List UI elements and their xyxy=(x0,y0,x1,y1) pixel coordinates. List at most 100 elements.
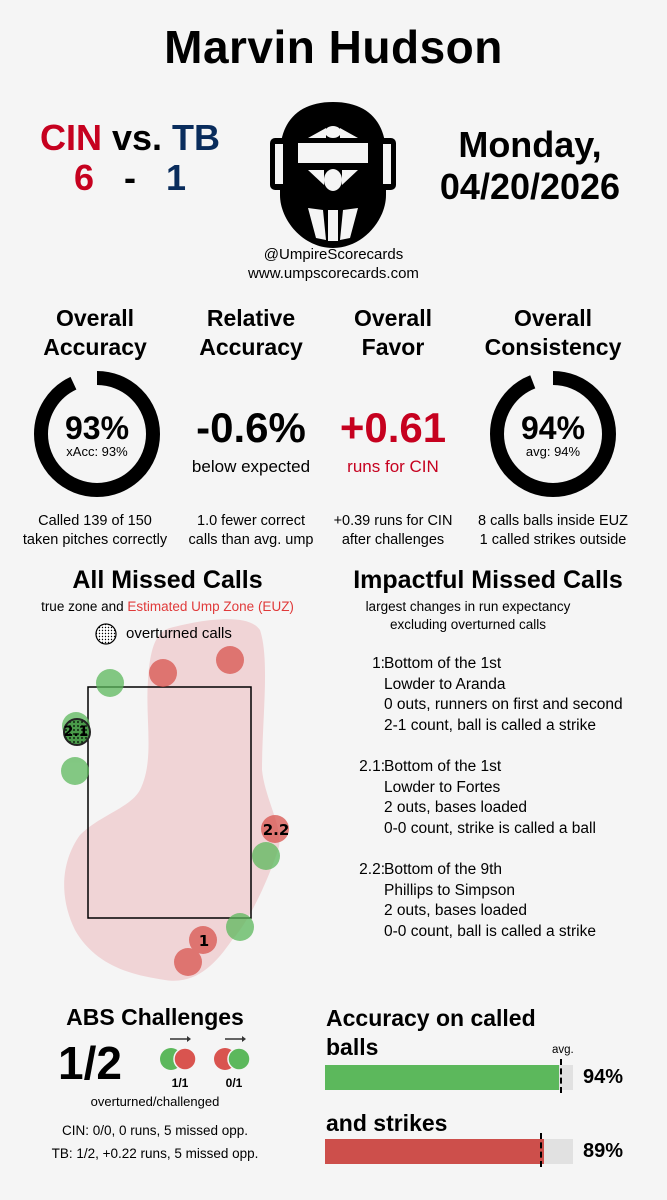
missed-strike-point xyxy=(226,913,254,941)
missed-calls-title: All Missed Calls xyxy=(72,566,263,594)
strikes-accuracy-fill xyxy=(325,1139,544,1164)
overall-accuracy-title-1: Overall xyxy=(56,305,134,331)
socials: @UmpireScorecards www.umpscorecards.com xyxy=(0,245,667,283)
overall-consistency-foot-1: 8 calls balls inside EUZ xyxy=(478,513,628,529)
impactful-subtitle: largest changes in run expectancy exclud… xyxy=(318,598,618,634)
overall-consistency-heading: Overall Consistency xyxy=(473,304,633,362)
overall-accuracy-footnote: Called 139 of 150 taken pitches correctl… xyxy=(5,512,185,550)
impactful-situation: 2 outs, bases loaded xyxy=(384,799,528,816)
abs-overturned-ratio: 1/2 xyxy=(58,1037,122,1089)
svg-text:2.2: 2.2 xyxy=(263,821,290,839)
overall-consistency-title-1: Overall xyxy=(514,305,592,331)
home-team: TB xyxy=(172,117,221,158)
challenge-icon-2-label: 0/1 xyxy=(225,1076,243,1090)
matchup: CIN vs. TB 6 - 1 xyxy=(20,118,240,198)
umpire-mask-icon xyxy=(270,102,396,248)
overall-accuracy-foot-1: Called 139 of 150 xyxy=(38,513,152,529)
strikes-title: and strikes xyxy=(326,1110,448,1136)
missed-ball-point xyxy=(189,926,217,954)
impactful-inning: Bottom of the 1st xyxy=(384,758,502,775)
challenge-outcome-icons xyxy=(160,1036,251,1071)
overall-accuracy-foot-2: taken pitches correctly xyxy=(22,532,168,548)
home-score: 1 xyxy=(166,157,187,198)
missed-calls-subtitle: true zone and Estimated Ump Zone (EUZ) xyxy=(0,598,335,616)
relative-accuracy-title-2: Accuracy xyxy=(199,334,303,360)
abs-tb-line: TB: 1/2, +0.22 runs, 5 missed opp. xyxy=(51,1146,259,1161)
arrow-right-icon xyxy=(225,1036,246,1042)
overall-accuracy-ring: 93% xAcc: 93% xyxy=(32,369,162,499)
overturned-point xyxy=(63,718,91,746)
strikes-avg-marker xyxy=(540,1133,542,1167)
impactful-matchup: Lowder to Fortes xyxy=(384,778,501,796)
balls-accuracy-pct: 94% xyxy=(583,1066,624,1088)
called-accuracy-title: Accuracy on called balls xyxy=(326,1004,536,1062)
missed-ball-point xyxy=(261,815,289,843)
abs-caption: overturned/challenged xyxy=(90,1094,220,1109)
missed-ball-point xyxy=(174,948,202,976)
game-day: Monday, xyxy=(458,124,602,165)
missed-ball-point xyxy=(216,646,244,674)
balls-avg-marker xyxy=(560,1059,562,1093)
impactful-item: 2.2: Bottom of the 9th Phillips to Simps… xyxy=(359,860,667,942)
overall-favor-heading: Overall Favor xyxy=(323,304,463,362)
overall-consistency-ring: 94% avg: 94% xyxy=(488,369,618,499)
overall-favor-title-1: Overall xyxy=(354,305,432,331)
impactful-item-number: 1: xyxy=(372,655,385,672)
expected-accuracy: xAcc: 93% xyxy=(66,444,128,459)
impactful-call: 2-1 count, ball is called a strike xyxy=(384,716,596,734)
relative-accuracy-value: -0.6% xyxy=(196,404,306,451)
overturned-legend-label: overturned calls xyxy=(126,625,232,642)
impactful-situation: 2 outs, bases loaded xyxy=(384,902,528,919)
relative-accuracy-heading: Relative Accuracy xyxy=(176,304,326,362)
overall-favor-foot-2: after challenges xyxy=(341,532,445,548)
stippled-circle-icon xyxy=(95,623,117,645)
impactful-situation: 0 outs, runners on first and second xyxy=(384,696,623,713)
overall-favor-footnote: +0.39 runs for CIN after challenges xyxy=(323,512,463,550)
overall-favor-value: +0.61 xyxy=(339,404,447,451)
impactful-item-number: 2.2: xyxy=(359,861,385,878)
overturned-legend: overturned calls xyxy=(95,623,305,645)
consistency-ring-icon xyxy=(490,371,616,497)
relative-accuracy-title-1: Relative xyxy=(206,305,296,331)
overall-accuracy-heading: Overall Accuracy xyxy=(30,304,160,362)
called-accuracy-title-2: balls xyxy=(326,1034,379,1060)
arrow-right-icon xyxy=(170,1036,191,1042)
away-team: CIN xyxy=(39,117,102,158)
missed-strike-point xyxy=(96,669,124,697)
game-date: Monday, 04/20/2026 xyxy=(400,124,660,208)
accuracy-ring-icon xyxy=(34,371,160,497)
umpire-name-title: Marvin Hudson xyxy=(164,21,503,73)
website-url: www.umpscorecards.com xyxy=(248,265,419,282)
overall-favor-foot-1: +0.39 runs for CIN xyxy=(333,513,453,529)
impactful-inning: Bottom of the 1st xyxy=(384,655,502,672)
called-accuracy-title-1: Accuracy on called xyxy=(326,1005,536,1031)
challenge-icon-1-label: 1/1 xyxy=(171,1076,189,1090)
overall-favor-sub: runs for CIN xyxy=(347,457,439,476)
impactful-subtitle-1: largest changes in run expectancy xyxy=(365,599,571,614)
overall-consistency-title-2: Consistency xyxy=(484,334,622,360)
impactful-item: 1: Bottom of the 1st Lowder to Aranda 0 … xyxy=(372,654,667,736)
relative-accuracy-footnote: 1.0 fewer correct calls than avg. ump xyxy=(176,512,326,550)
missed-ball-point xyxy=(149,659,177,687)
overall-consistency-footnote: 8 calls balls inside EUZ 1 called strike… xyxy=(463,512,643,550)
game-date-value: 04/20/2026 xyxy=(439,166,621,207)
missed-strike-point xyxy=(252,842,280,870)
vs-label: vs. xyxy=(111,117,163,158)
subtitle-euz: Estimated Ump Zone (EUZ) xyxy=(127,599,294,614)
abs-title: ABS Challenges xyxy=(66,1004,244,1030)
impactful-call: 0-0 count, strike is called a ball xyxy=(384,819,596,837)
overall-favor-title-2: Favor xyxy=(361,334,425,360)
impactful-item: 2.1: Bottom of the 1st Lowder to Fortes … xyxy=(359,757,667,839)
impactful-title: Impactful Missed Calls xyxy=(353,566,623,594)
impactful-matchup: Phillips to Simpson xyxy=(384,881,515,899)
impactful-call: 0-0 count, ball is called a strike xyxy=(384,922,596,940)
overall-consistency-foot-2: 1 called strikes outside xyxy=(479,532,627,548)
avg-label: avg. xyxy=(552,1044,574,1056)
abs-cin-line: CIN: 0/0, 0 runs, 5 missed opp. xyxy=(61,1123,249,1138)
missed-strike-point xyxy=(61,757,89,785)
strikes-accuracy-pct: 89% xyxy=(583,1140,624,1162)
impactful-subtitle-2: excluding overturned calls xyxy=(389,617,547,632)
svg-text:2.1: 2.1 xyxy=(64,724,89,740)
strikes-accuracy-bar xyxy=(325,1133,573,1167)
balls-accuracy-bar xyxy=(325,1059,573,1093)
